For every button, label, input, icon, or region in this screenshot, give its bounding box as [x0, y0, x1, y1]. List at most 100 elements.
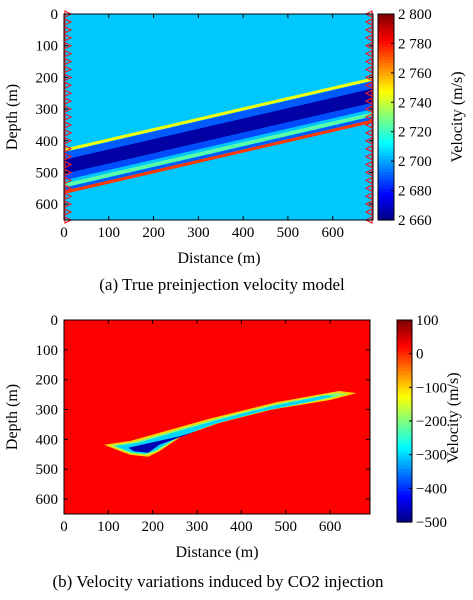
colorbar-swatch	[397, 474, 412, 479]
colorbar-swatch	[397, 433, 412, 438]
colorbar-swatch	[397, 439, 412, 444]
colorbar-swatch	[378, 23, 394, 28]
colorbar-swatch	[397, 430, 412, 435]
colorbar-swatch	[378, 117, 394, 121]
receiver-marker	[364, 128, 373, 137]
colorbar-swatch	[397, 376, 412, 381]
colorbar-swatch	[378, 142, 394, 147]
y-tick-label: 0	[51, 7, 59, 23]
colorbar-swatch	[378, 100, 394, 105]
panel-a-y-ticks: 0 100 200 300 400 500 600	[36, 7, 373, 213]
colorbar-swatch	[397, 326, 412, 331]
panel-a-heatmap	[64, 14, 373, 220]
receiver-marker	[364, 160, 373, 169]
colorbar-tick-label: 2 660	[398, 213, 432, 229]
x-tick-label: 200	[141, 519, 164, 535]
colorbar-swatch	[378, 191, 394, 195]
x-tick-label: 600	[319, 519, 342, 535]
plume-region-3	[128, 431, 197, 453]
colorbar-swatch	[378, 30, 394, 34]
source-marker	[64, 184, 73, 193]
colorbar-swatch	[378, 88, 394, 92]
receiver-marker	[364, 57, 373, 66]
y-tick-label: 300	[36, 403, 59, 419]
source-marker	[64, 120, 73, 129]
colorbar-swatch	[397, 335, 412, 340]
source-marker	[64, 57, 73, 66]
x-tick-label: 200	[142, 225, 165, 241]
heatmap-layer-2	[64, 88, 373, 174]
colorbar-swatch	[378, 158, 394, 163]
x-tick-label: 300	[186, 519, 209, 535]
source-marker	[64, 25, 73, 34]
panel-a-plot-frame	[63, 13, 374, 221]
colorbar-swatch	[397, 462, 412, 466]
source-marker	[64, 17, 73, 26]
colorbar-swatch	[378, 71, 394, 76]
colorbar-swatch	[378, 49, 394, 54]
colorbar-swatch	[397, 503, 412, 507]
y-tick-label: 100	[36, 39, 59, 55]
colorbar-swatch	[397, 320, 412, 324]
colorbar-swatch	[378, 91, 394, 96]
colorbar-swatch	[378, 136, 394, 141]
colorbar-swatch	[397, 515, 412, 520]
source-marker	[64, 176, 73, 185]
panel-b: 0 100 200 300 400 500 600 0100200300400500600 …	[4, 313, 462, 591]
source-marker	[64, 33, 73, 42]
colorbar-swatch	[397, 367, 412, 372]
colorbar-swatch	[378, 81, 394, 86]
colorbar-swatch	[397, 417, 412, 422]
source-marker	[64, 97, 73, 106]
colorbar-swatch	[378, 129, 394, 134]
colorbar-swatch	[378, 187, 394, 192]
colorbar-swatch	[378, 155, 394, 160]
receiver-marker	[364, 176, 373, 185]
receiver-marker	[364, 89, 373, 98]
colorbar-swatch	[397, 487, 412, 492]
colorbar-swatch	[397, 398, 412, 403]
colorbar-swatch	[397, 408, 412, 413]
colorbar-swatch	[397, 361, 412, 365]
colorbar-swatch	[378, 107, 394, 112]
y-tick-label: 200	[36, 70, 59, 86]
colorbar-tick-label: 2 680	[398, 184, 432, 200]
x-tick-label: 0	[60, 519, 68, 535]
y-tick-label: 300	[36, 102, 59, 118]
colorbar-swatch	[378, 145, 394, 150]
colorbar-swatch	[397, 509, 412, 514]
colorbar-swatch	[397, 443, 412, 447]
colorbar-swatch	[397, 518, 412, 523]
receiver-marker	[364, 208, 373, 217]
colorbar-tick-label: −300	[416, 448, 447, 464]
colorbar-tick-label: −100	[416, 380, 447, 396]
heatmap-layer-5	[64, 112, 373, 188]
x-tick-label: 400	[232, 225, 255, 241]
panel-a-x-axis-label: Distance (m)	[177, 250, 260, 267]
colorbar-frame	[377, 13, 395, 221]
panel-a-colorbar-ticks: 2 660 2 680 2 700 2 720 2 740 2 760 2 780 2 800	[391, 7, 432, 229]
colorbar-swatch	[378, 65, 394, 70]
colorbar-swatch	[397, 348, 412, 353]
colorbar-swatch	[378, 152, 394, 157]
colorbar-swatch	[397, 395, 412, 400]
colorbar-swatch	[378, 194, 394, 199]
colorbar-swatch	[397, 342, 412, 346]
colorbar-swatch	[378, 104, 394, 108]
colorbar-swatch	[397, 471, 412, 476]
colorbar-swatch	[397, 392, 412, 397]
colorbar-swatch	[378, 39, 394, 44]
colorbar-swatch	[378, 197, 394, 202]
colorbar-swatch	[397, 351, 412, 356]
colorbar-swatch	[378, 171, 394, 176]
colorbar-swatch	[378, 213, 394, 218]
colorbar-swatch	[397, 484, 412, 488]
heatmap-layer-6	[64, 116, 373, 191]
colorbar-swatch	[378, 42, 394, 47]
colorbar-swatch	[378, 14, 394, 18]
panel-b-colorbar-label: Velocity (m/s)	[445, 372, 462, 463]
panel-a-colorbar-label: Velocity (m/s)	[449, 71, 466, 162]
colorbar-swatch	[397, 329, 412, 334]
colorbar-tick-label: 0	[416, 347, 424, 363]
panel-b-x-axis-label: Distance (m)	[175, 544, 258, 561]
